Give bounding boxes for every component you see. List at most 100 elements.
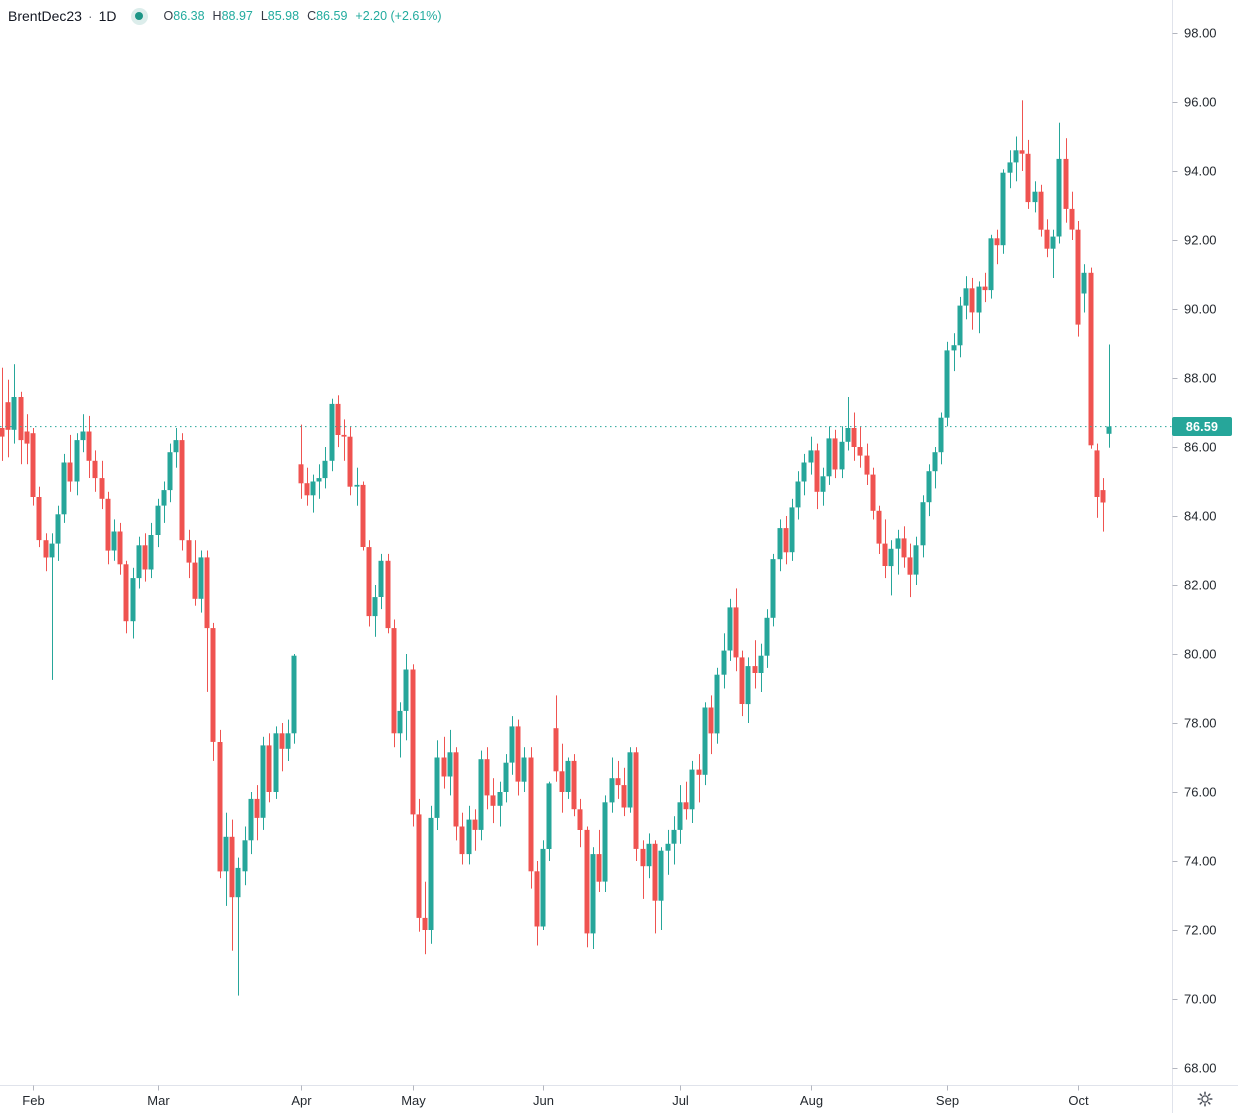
candle-body-up [677,802,683,830]
candle-body-up [920,502,926,546]
candle-body-down [360,484,366,547]
candle-body-down [385,560,391,629]
price-scale-settings-button[interactable] [1196,1090,1214,1108]
candle-body-down [752,666,758,673]
candle-body-down [335,403,341,435]
candle-body-up [702,707,708,775]
month-tick-label: Apr [291,1093,312,1108]
candle-body-down [0,428,5,437]
change-value: +2.20 (+2.61%) [355,9,442,23]
candle-body-down [142,545,148,570]
candle-body-down [123,564,129,622]
candle-body-down [969,288,975,313]
month-tick-label: Aug [800,1093,823,1108]
candle-body-down [683,802,689,810]
candle-body-down [1038,191,1044,230]
candle-body-down [1069,208,1075,230]
candle-body-down [994,238,1000,246]
candle-body-down [18,397,24,441]
candle-body-up [565,760,571,792]
price-tick-label: 84.00 [1184,509,1217,524]
candle-wick-up [954,333,955,372]
candle-body-up [466,819,472,855]
candle-body-up [926,471,932,503]
candle-body-down [814,450,820,492]
month-tick-label: May [401,1093,426,1108]
candle-body-down [870,474,876,511]
candle-body-up [895,538,901,549]
candle-body-down [1088,272,1094,446]
candle-body-down [783,528,789,553]
candle-body-down [652,843,658,901]
price-tick-label: 88.00 [1184,371,1217,386]
candle-body-down [186,540,192,563]
candle-body-up [714,674,720,734]
candle-body-down [99,478,105,499]
candle-body-down [304,483,310,496]
time-axis[interactable]: Feb Mar Apr May Jun Jul Aug Sep Oct [22,1085,1089,1109]
candle-body-up [173,440,179,453]
candle-wick-down [1103,478,1104,532]
candle-body-up [795,481,801,508]
candle-wick-up [319,464,320,499]
candle-body-up [403,669,409,711]
price-axis[interactable]: 98.00 96.00 94.00 92.00 90.00 88.00 86.00 84.00… [1172,26,1217,1076]
candle-body-up [957,305,963,346]
price-tick-label: 96.00 [1184,95,1217,110]
candle-body-up [55,514,61,544]
candle-body-down [1063,158,1069,209]
candle-body-up [951,345,957,351]
candle-body-down [105,498,111,551]
candle-body-down [1094,450,1100,497]
price-tick-label: 82.00 [1184,578,1217,593]
interval-label: 1D [98,8,117,24]
logo-dot [135,12,144,20]
month-tick-label: Oct [1068,1093,1089,1108]
candle-body-up [665,843,671,851]
month-tick-label: Feb [22,1093,44,1108]
candle-body-up [316,478,322,482]
symbol-title: BrentDec23 [8,8,82,24]
candle-body-down [459,826,465,855]
candle-wick-up [898,529,899,575]
candle-body-down [24,431,30,444]
candle-body-down [1025,153,1031,203]
candle-body-up [223,836,229,872]
candle-body-up [938,417,944,453]
month-tick-label: Sep [936,1093,959,1108]
candle-body-up [322,460,328,479]
candle-body-down [982,286,988,291]
candle-body-up [235,867,241,898]
candle-body-up [609,778,615,803]
candle-wick-down [1022,100,1023,171]
candle-body-down [279,733,285,749]
candle-body-down [422,917,428,930]
candle-body-up [378,560,384,597]
candle-body-down [596,854,602,882]
candle-body-up [839,441,845,470]
source-logo-icon [130,7,148,25]
month-tick-label: Mar [147,1093,170,1108]
price-tick-label: 68.00 [1184,1061,1217,1076]
candle-body-up [61,462,67,515]
candle-body-down [739,657,745,704]
price-tick-label: 72.00 [1184,923,1217,938]
candle-body-down [633,752,639,849]
candle-body-up [1032,191,1038,203]
candle-body-up [963,288,969,306]
candle-body-down [484,759,490,796]
candle-wick-up [1053,229,1054,278]
candle-wick-up [848,397,849,451]
close-value: C86.59 [307,9,348,23]
candle-body-down [217,742,223,872]
candle-body-down [86,431,92,461]
candle-body-down [528,757,534,872]
candle-body-up [291,655,297,734]
candle-body-down [534,871,540,927]
candle-wick-down [686,781,687,820]
candle-body-up [627,752,633,808]
candle-body-down [391,628,397,734]
candle-body-down [882,543,888,566]
candle-body-down [1100,490,1106,503]
